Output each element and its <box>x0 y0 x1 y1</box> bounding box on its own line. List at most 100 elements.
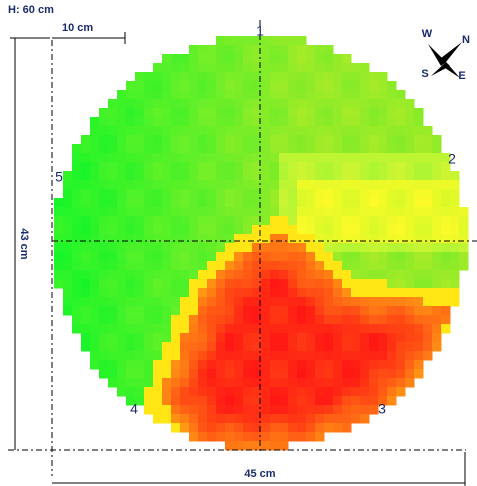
disc-cell <box>279 261 289 271</box>
disc-cell <box>288 45 298 55</box>
disc-cell <box>450 279 460 289</box>
disc-cell <box>171 72 181 82</box>
disc-cell <box>72 252 82 262</box>
disc-cell <box>198 117 208 127</box>
disc-cell <box>450 198 460 208</box>
disc-cell <box>450 225 460 235</box>
disc-cell <box>441 180 451 190</box>
disc-cell <box>234 387 244 397</box>
disc-cell <box>378 333 388 343</box>
disc-cell <box>162 180 172 190</box>
disc-cell <box>171 387 181 397</box>
disc-cell <box>270 333 280 343</box>
disc-cell <box>117 315 127 325</box>
disc-cell <box>342 72 352 82</box>
disc-cell <box>153 324 163 334</box>
disc-cell <box>387 117 397 127</box>
disc-cell <box>171 405 181 415</box>
disc-cell <box>207 54 217 64</box>
disc-cell <box>198 414 208 424</box>
disc-cell <box>423 225 433 235</box>
disc-cell <box>180 189 190 199</box>
disc-cell <box>198 234 208 244</box>
disc-cell <box>225 441 235 451</box>
disc-cell <box>90 315 100 325</box>
disc-cell <box>180 306 190 316</box>
disc-cell <box>369 333 379 343</box>
disc-cell <box>378 369 388 379</box>
disc-cell <box>198 207 208 217</box>
disc-cell <box>153 378 163 388</box>
disc-cell <box>252 369 262 379</box>
disc-cell <box>117 135 127 145</box>
disc-cell <box>279 162 289 172</box>
disc-cell <box>153 99 163 109</box>
disc-cell <box>162 378 172 388</box>
disc-cell <box>423 216 433 226</box>
disc-cell <box>234 423 244 433</box>
disc-cell <box>261 144 271 154</box>
disc-cell <box>225 405 235 415</box>
disc-cell <box>117 297 127 307</box>
disc-cell <box>216 252 226 262</box>
disc-cell <box>126 180 136 190</box>
disc-cell <box>279 108 289 118</box>
disc-cell <box>396 180 406 190</box>
disc-cell <box>270 279 280 289</box>
disc-cell <box>387 306 397 316</box>
disc-cell <box>297 144 307 154</box>
disc-cell <box>441 315 451 325</box>
disc-cell <box>81 180 91 190</box>
disc-cell <box>54 261 64 271</box>
disc-cell <box>396 90 406 100</box>
disc-cell <box>369 387 379 397</box>
disc-cell <box>234 63 244 73</box>
disc-cell <box>270 369 280 379</box>
disc-cell <box>279 198 289 208</box>
disc-cell <box>261 207 271 217</box>
disc-cell <box>189 297 199 307</box>
disc-cell <box>432 297 442 307</box>
disc-cell <box>324 252 334 262</box>
disc-cell <box>216 279 226 289</box>
disc-cell <box>234 234 244 244</box>
disc-cell <box>171 126 181 136</box>
disc-cell <box>288 333 298 343</box>
disc-cell <box>288 198 298 208</box>
disc-cell <box>405 189 415 199</box>
disc-cell <box>225 324 235 334</box>
disc-cell <box>396 99 406 109</box>
disc-cell <box>252 405 262 415</box>
disc-cell <box>81 198 91 208</box>
disc-cell <box>252 306 262 316</box>
disc-cell <box>189 90 199 100</box>
disc-cell <box>153 225 163 235</box>
disc-cell <box>333 297 343 307</box>
disc-cell <box>162 198 172 208</box>
disc-cell <box>180 54 190 64</box>
disc-cell <box>405 261 415 271</box>
disc-cell <box>171 207 181 217</box>
disc-cell <box>369 369 379 379</box>
disc-cell <box>297 198 307 208</box>
disc-cell <box>252 360 262 370</box>
disc-cell <box>378 189 388 199</box>
disc-cell <box>63 171 73 181</box>
disc-cell <box>99 369 109 379</box>
disc-cell <box>387 216 397 226</box>
disc-cell <box>180 117 190 127</box>
disc-cell <box>369 72 379 82</box>
disc-cell <box>351 108 361 118</box>
disc-cell <box>189 189 199 199</box>
disc-cell <box>405 225 415 235</box>
disc-cell <box>387 288 397 298</box>
disc-cell <box>243 387 253 397</box>
disc-cell <box>360 108 370 118</box>
disc-cell <box>198 270 208 280</box>
disc-cell <box>270 270 280 280</box>
disc-cell <box>162 99 172 109</box>
disc-cell <box>261 252 271 262</box>
point-label: 4 <box>130 401 138 417</box>
disc-cell <box>108 252 118 262</box>
disc-cell <box>81 144 91 154</box>
